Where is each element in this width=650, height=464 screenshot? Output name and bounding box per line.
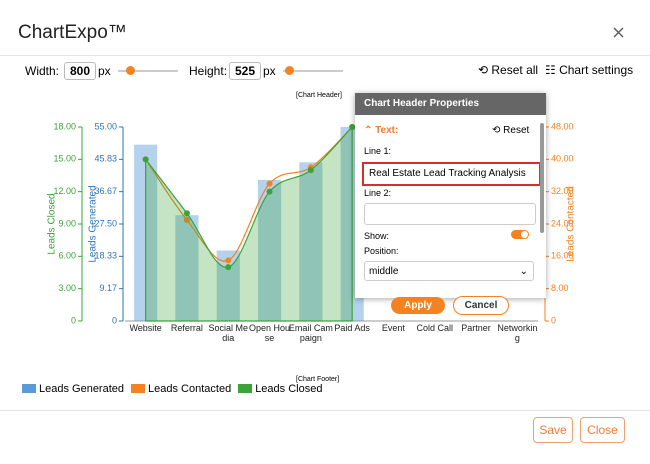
position-label: Position: <box>364 246 399 256</box>
panel-reset-text: Reset <box>503 125 530 136</box>
tick-label: 0 <box>551 315 556 325</box>
tick-label: 0 <box>71 315 76 325</box>
tick-label: 3.00 <box>58 283 76 293</box>
tick-label: 27.50 <box>94 218 117 228</box>
line2-input[interactable] <box>364 203 536 225</box>
point <box>183 210 190 217</box>
position-value: middle <box>369 266 399 277</box>
axis-title: Leads Generated <box>88 185 99 262</box>
x-tick-label: Referral <box>170 323 203 333</box>
point <box>307 167 314 174</box>
x-tick-label: Social Media <box>208 323 248 343</box>
x-tick-label: Email Campaign <box>288 323 333 343</box>
tick-label: 16.00 <box>551 251 574 261</box>
tick-label: 15.00 <box>53 154 76 164</box>
axis-title: Leads Contacted <box>566 186 577 262</box>
line2-label: Line 2: <box>364 188 392 198</box>
x-tick-label: Partner <box>461 323 491 333</box>
legend-label: Leads Contacted <box>148 383 232 395</box>
unit: px <box>263 64 276 78</box>
legend-swatch <box>238 384 253 393</box>
tick-label: 6.00 <box>58 251 76 261</box>
tick-label: 9.17 <box>99 283 117 293</box>
reset-all-button[interactable]: ⟲ Reset all <box>478 63 539 77</box>
chart-settings-button[interactable]: ☷ Chart settings <box>545 63 634 77</box>
tick-label: 48.00 <box>551 121 574 131</box>
axis-title: Leads Closed <box>47 193 58 254</box>
legend-label: Leads Generated <box>39 383 125 395</box>
close-icon[interactable] <box>613 27 624 38</box>
chart-settings-text: Chart settings <box>559 63 634 77</box>
x-tick-label: Event <box>381 323 405 333</box>
tick-label: 12.00 <box>53 186 76 196</box>
tick-label: 32.00 <box>551 186 574 196</box>
height-label: Height: <box>189 64 228 78</box>
tick-label: 8.00 <box>551 283 569 293</box>
bar <box>299 162 323 321</box>
unit: px <box>98 64 111 78</box>
tick-label: 45.83 <box>94 154 117 164</box>
line1-input[interactable]: Real Estate Lead Tracking Analysis <box>362 162 541 186</box>
width-slider[interactable] <box>118 66 178 75</box>
x-tick-label: Open House <box>249 323 291 343</box>
tick-label: 0 <box>112 315 117 325</box>
bar <box>216 250 240 321</box>
close-button[interactable]: Close <box>580 417 625 443</box>
point <box>266 188 273 195</box>
tick-label: 18.00 <box>53 121 76 131</box>
panel-title: Chart Header Properties <box>355 93 546 115</box>
x-tick-label: Paid Ads <box>334 323 370 333</box>
chart-footer-placeholder[interactable]: [Chart Footer] <box>296 376 340 383</box>
point <box>142 156 149 163</box>
position-select[interactable]: middle ⌄ <box>364 261 534 281</box>
reset-all-text: Reset all <box>491 63 539 77</box>
cancel-button[interactable]: Cancel <box>453 296 509 315</box>
height-input[interactable]: 525 <box>229 62 261 80</box>
apply-button[interactable]: Apply <box>391 297 445 314</box>
x-tick-label: Cold Call <box>416 323 453 333</box>
show-label: Show: <box>364 231 390 241</box>
tick-label: 9.00 <box>58 218 76 228</box>
x-tick-label: Website <box>129 323 162 333</box>
show-toggle[interactable] <box>511 230 529 239</box>
divider <box>0 410 650 411</box>
point <box>225 257 232 264</box>
scrollbar[interactable] <box>540 123 544 233</box>
tick-label: 24.00 <box>551 218 574 228</box>
area <box>145 125 353 322</box>
section-toggle[interactable]: ⌃ Text: <box>364 125 399 136</box>
x-tick-label: Networking <box>497 323 538 343</box>
bar <box>257 179 282 321</box>
section-title: Text: <box>375 125 399 136</box>
legend-swatch <box>131 384 146 393</box>
width-label: Width: <box>25 64 60 78</box>
width-input[interactable]: 800 <box>64 62 96 80</box>
dialog-title: ChartExpo™ <box>18 22 127 43</box>
height-slider[interactable] <box>283 66 343 75</box>
tick-label: 36.67 <box>94 186 117 196</box>
point <box>349 124 356 130</box>
point <box>183 216 190 223</box>
bar <box>175 215 199 321</box>
tick-label: 55.00 <box>94 121 117 131</box>
chart-header-placeholder[interactable]: [Chart Header] <box>296 92 342 99</box>
save-button[interactable]: Save <box>533 417 573 443</box>
tick-label: 18.33 <box>94 251 117 261</box>
panel-reset[interactable]: ⟲ Reset <box>492 125 530 136</box>
header-properties-panel: Chart Header Properties ⌃ Text: ⟲ Reset … <box>355 93 546 315</box>
legend-label: Leads Closed <box>255 383 323 395</box>
legend-swatch <box>22 384 36 393</box>
point <box>225 264 232 271</box>
tick-label: 40.00 <box>551 154 574 164</box>
divider <box>0 55 650 56</box>
line1-label: Line 1: <box>364 146 392 156</box>
point <box>266 180 273 187</box>
